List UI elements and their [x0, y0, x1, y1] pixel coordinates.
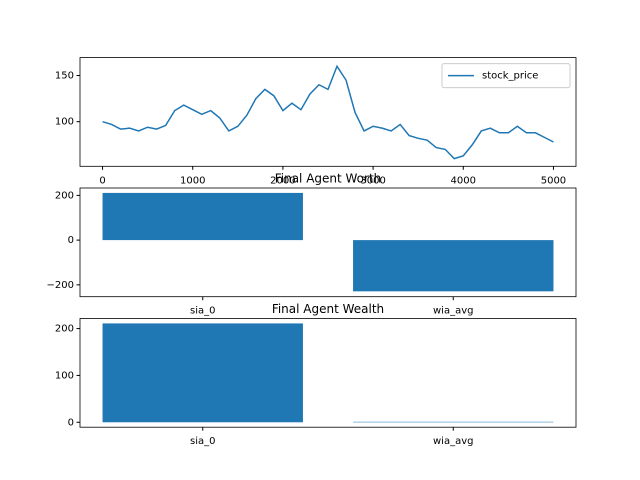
bar — [353, 240, 554, 292]
y-tick-label: 100 — [55, 370, 74, 381]
line-series — [102, 64, 554, 160]
x-tick-label: 1000 — [180, 175, 205, 186]
x-tick-label: wia_avg — [433, 436, 473, 447]
y-tick-label: 0 — [68, 235, 74, 246]
axes-frame — [79, 187, 577, 298]
bar — [102, 192, 303, 241]
axes-frame — [79, 318, 577, 428]
x-tick-label: wia_avg — [433, 306, 473, 317]
x-tick-label: 2000 — [270, 175, 295, 186]
x-tick-label: sia_0 — [190, 306, 215, 317]
bar — [353, 421, 554, 423]
x-tick-label: sia_0 — [190, 436, 215, 447]
x-tick-label: 4000 — [451, 175, 476, 186]
x-tick-label: 5000 — [541, 175, 566, 186]
bar — [102, 323, 303, 423]
y-tick-label: 100 — [55, 117, 74, 128]
x-tick-label: 0 — [99, 175, 105, 186]
y-tick-label: 200 — [55, 190, 74, 201]
chart-title: Final Agent Wealth — [272, 302, 384, 316]
legend-label: stock_price — [482, 71, 538, 82]
y-tick-label: −200 — [47, 280, 74, 291]
chart-title: Final Agent Worth — [275, 172, 382, 186]
y-tick-label: 150 — [55, 71, 74, 82]
y-tick-label: 200 — [55, 324, 74, 335]
legend-box — [441, 63, 571, 89]
axes-frame — [79, 57, 577, 167]
y-tick-label: 0 — [68, 417, 74, 428]
x-tick-label: 3000 — [360, 175, 385, 186]
